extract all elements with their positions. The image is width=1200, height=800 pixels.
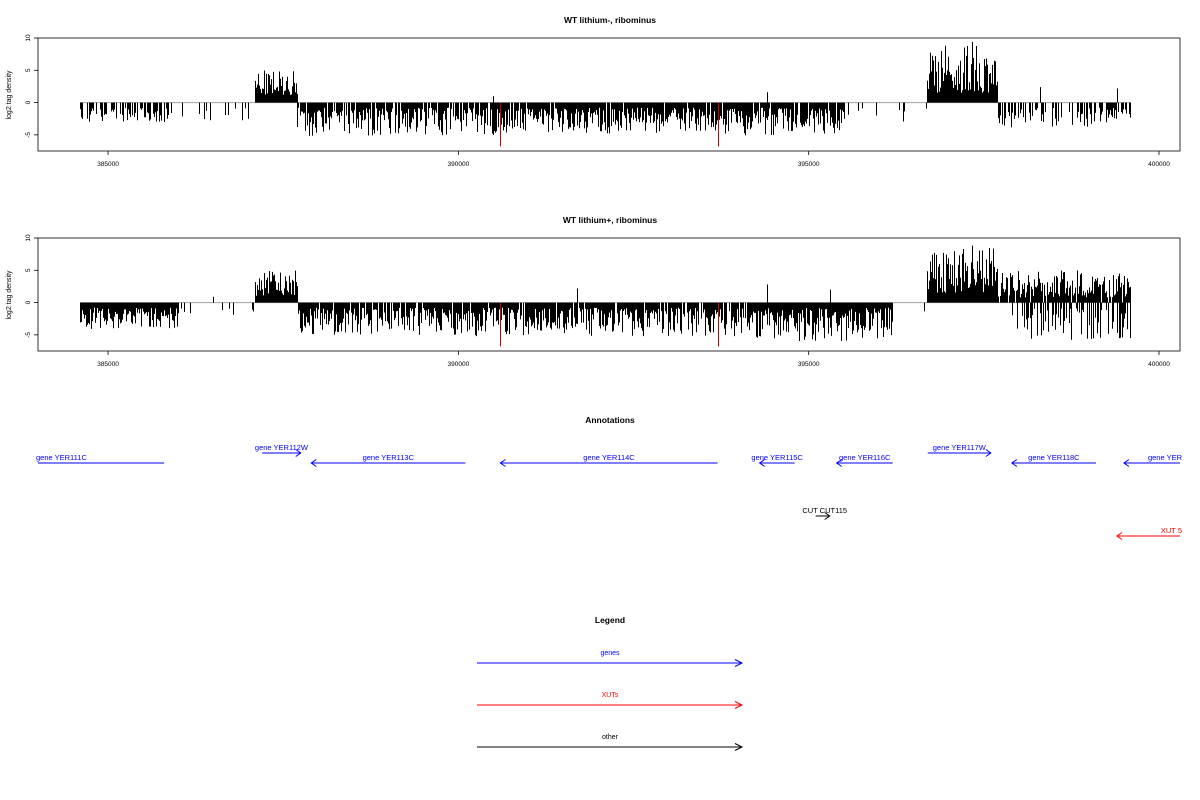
panel-title: WT lithium+, ribominus [563, 215, 657, 225]
feature-label: CUT CUT115 [802, 506, 847, 515]
arrow-right-icon [734, 743, 744, 751]
x-tick-label: 400000 [1148, 361, 1170, 368]
legend-item-other: other [477, 734, 744, 751]
y-tick-label: 0 [25, 100, 32, 104]
annotation-other-feature: CUT CUT115 [802, 506, 847, 520]
feature-label: gene YER [1148, 453, 1183, 462]
feature-label: gene YER116C [839, 453, 891, 462]
feature-label: gene YER111C [36, 453, 87, 462]
annotation-genes-feature: gene YER116C [835, 453, 893, 467]
legend-item-genes: genes [477, 650, 744, 667]
panel-title: WT lithium-, ribominus [564, 15, 656, 25]
arrow-right-icon [734, 701, 744, 709]
annotation-genes-feature: gene YER111C [36, 453, 165, 464]
arrow-left-icon [758, 459, 765, 467]
legend-item-xuts: XUTs [477, 692, 744, 709]
annotation-genes-feature: gene YER114C [499, 453, 718, 467]
axes: -5 0 5 10 385000 390000 395000 400000 [25, 234, 1170, 368]
annotation-genes-feature: gene YER113C [310, 453, 466, 467]
legend-items: genes XUTs other [477, 650, 744, 751]
arrow-right-icon [734, 659, 744, 667]
x-tick-label: 390000 [448, 161, 470, 168]
x-tick-label: 385000 [97, 361, 119, 368]
x-tick-label: 385000 [97, 161, 119, 168]
annotations-title: Annotations [585, 415, 635, 425]
track-panel-lithium-minus: WT lithium-, ribominus log2 tag density … [6, 15, 1181, 168]
y-tick-label: 10 [25, 234, 32, 242]
y-tick-label: 10 [25, 34, 32, 42]
arrow-left-icon [310, 459, 317, 467]
arrow-left-icon [835, 459, 842, 467]
annotation-genes-feature: gene YER112W [255, 443, 309, 457]
plot-frame [37, 37, 1181, 152]
arrow-right-icon [824, 512, 831, 520]
arrow-right-icon [985, 449, 992, 457]
x-tick-label: 395000 [798, 361, 820, 368]
arrow-left-icon [499, 459, 506, 467]
legend-label: other [602, 734, 619, 741]
feature-label: gene YER112W [255, 443, 309, 452]
legend-label: XUTs [602, 692, 619, 699]
annotation-genes-feature: gene YER [1123, 453, 1183, 467]
x-tick-label: 400000 [1148, 161, 1170, 168]
plot-frame [37, 237, 1181, 352]
y-tick-label: 5 [25, 268, 32, 272]
annotation-xuts-feature: XUT 5 [1116, 526, 1182, 540]
axes: -5 0 5 10 385000 390000 395000 400000 [25, 34, 1170, 168]
y-axis-label: log2 tag density [6, 270, 13, 320]
legend: Legend genes XUTs other [477, 615, 744, 751]
arrow-right-icon [295, 449, 302, 457]
y-tick-label: 0 [25, 300, 32, 304]
feature-label: gene YER114C [583, 453, 635, 462]
annotation-genes-feature: gene YER115C [751, 453, 803, 467]
x-tick-label: 390000 [448, 361, 470, 368]
arrow-left-icon [1010, 459, 1018, 467]
annotation-features: gene YER111C gene YER112W gene YER113C gene… [36, 443, 1183, 540]
feature-label: gene YER118C [1028, 453, 1080, 462]
y-axis-label: log2 tag density [6, 70, 13, 120]
legend-label: genes [600, 650, 620, 657]
tag-density-bars [80, 41, 1131, 147]
annotation-genes-feature: gene YER118C [1010, 453, 1096, 467]
feature-label: gene YER113C [363, 453, 415, 462]
arrow-left-icon [1123, 459, 1130, 467]
tag-density-bars [80, 245, 1131, 347]
y-tick-label: -5 [25, 132, 32, 138]
y-tick-label: -5 [25, 332, 32, 338]
arrow-left-icon [1116, 532, 1123, 540]
legend-title: Legend [595, 615, 625, 625]
track-panel-lithium-plus: WT lithium+, ribominus log2 tag density … [6, 215, 1181, 368]
feature-label: gene YER117W [933, 443, 987, 452]
feature-label: XUT 5 [1161, 526, 1182, 535]
y-tick-label: 5 [25, 68, 32, 72]
annotation-genes-feature: gene YER117W [927, 443, 992, 457]
x-tick-label: 395000 [798, 161, 820, 168]
feature-label: gene YER115C [751, 453, 803, 462]
